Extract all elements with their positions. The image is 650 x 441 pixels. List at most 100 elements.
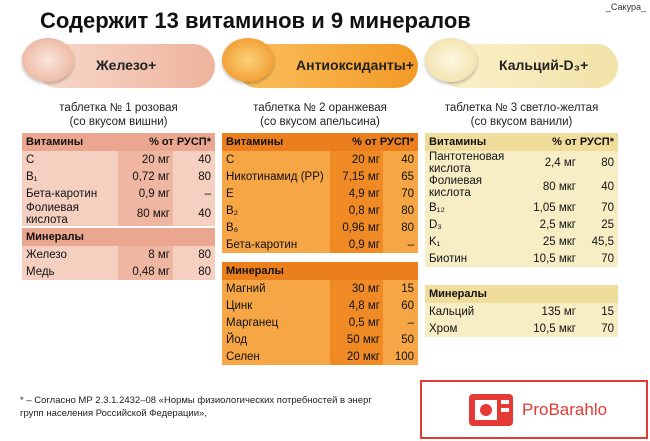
caption-line: (со вкусом апельсина) [260,116,380,128]
row-amount: 0,5 мг [330,314,383,331]
table-row: С 20 мг 40 [22,151,215,168]
row-amount: 2,5 мкг [521,216,579,233]
table-row: Селен 20 мкг 100 [222,348,418,365]
pill-label: Железо+ [96,57,157,73]
row-percent: 15 [601,305,614,318]
row-percent: 80 [198,170,211,183]
row-name: K₁ [429,235,441,248]
badge-icon [469,394,513,426]
row-name: Фолиевая кислота [429,175,483,199]
row-percent: 80 [401,221,414,234]
row-name: Магний [226,282,266,295]
table-row: Марганец 0,5 мг – [222,314,418,331]
row-percent: 70 [601,252,614,265]
row-percent: 70 [401,187,414,200]
header-cell: % от РУСП* [352,136,414,148]
table-row: Бета-каротин 0,9 мг – [222,236,418,253]
row-amount: 8 мг [118,246,173,263]
table-row: Бета-каротин 0,9 мг – [22,185,215,202]
row-percent: 80 [401,204,414,217]
row-name: B₁₂ [429,201,446,214]
table-row: K₁ 25 мкг 45,5 [425,233,618,250]
row-percent: 25 [601,218,614,231]
row-amount: 0,96 мг [330,219,383,236]
table-row: Железо 8 мг 80 [22,246,215,263]
header-cell: Минералы [226,265,284,277]
row-name: Цинк [226,299,253,312]
row-percent: 60 [401,299,414,312]
footnote-line: групп населения Российской Федерации», [20,408,207,419]
row-amount: 135 мг [521,303,579,320]
row-name: B₆ [226,221,239,234]
row-name: Медь [26,265,55,278]
row-percent: 40 [401,153,414,166]
caption-line: таблетка № 2 оранжевая [253,102,387,114]
badge-text: ProBarahlo [522,400,608,419]
row-percent: 80 [601,157,614,169]
row-amount: 25 мкг [521,233,579,250]
table-row: B₁ 0,72 мг 80 [22,168,215,185]
table-row: Кальций 135 мг 15 [425,303,618,320]
row-name: Фолиевая кислота [26,202,80,226]
row-amount: 10,5 мкг [521,250,579,267]
row-name: С [226,153,235,166]
table-row: B₆ 0,96 мг 80 [222,219,418,236]
caption: таблетка № 3 светло-желтая (со вкусом ван… [425,101,618,129]
row-amount: 20 мг [118,151,173,168]
caption-line: таблетка № 3 светло-желтая [444,102,599,114]
header-cell: Витамины [26,136,84,148]
tablet [222,38,274,82]
row-percent: 50 [401,333,414,346]
row-percent: 65 [401,170,414,183]
table: Витамины % от РУСП* Пантотеновая кислота 2,… [425,133,618,267]
footnote: * – Согласно МР 2.3.1.2432–08 «Нормы физ… [20,394,372,420]
row-percent: 45,5 [591,235,614,248]
table: Минералы Кальций 135 мг 15 Хром 10,5 мкг 70 [425,285,618,337]
row-amount: 10,5 мкг [521,320,579,337]
row-name: Железо [26,248,67,261]
row-amount: 0,48 мг [118,263,173,280]
caption: таблетка № 1 розовая (со вкусом вишни) [22,101,215,129]
row-amount: 20 мкг [330,348,383,365]
table-row: Цинк 4,8 мг 60 [222,297,418,314]
row-percent: 70 [601,322,614,335]
row-percent: 100 [394,350,414,363]
table-header: Минералы [22,228,215,246]
row-name: Марганец [226,316,279,329]
badge[interactable]: ProBarahlo [420,380,648,439]
pill-label: Антиоксиданты+ [296,57,414,73]
table-header: Минералы [222,262,418,280]
row-percent: 40 [198,153,211,166]
row-amount: 1,05 мкг [521,199,579,216]
caption-line: таблетка № 1 розовая [59,102,178,114]
row-name: Биотин [429,252,468,265]
table-header: Минералы [425,285,618,303]
row-amount: 30 мг [330,280,383,297]
table-header: Витамины % от РУСП* [22,133,215,151]
row-percent: – [407,238,414,251]
footnote-line: * – Согласно МР 2.3.1.2432–08 «Нормы физ… [20,395,372,406]
table-row: Хром 10,5 мкг 70 [425,320,618,337]
header-cell: Минералы [429,288,487,300]
title: Содержит 13 витаминов и 9 минералов [40,8,471,33]
pill-label: Кальций-D₃+ [499,57,589,73]
row-percent: 70 [601,201,614,214]
row-amount: 7,15 мг [330,168,383,185]
table: Минералы Магний 30 мг 15 Цинк 4,8 мг 60 Маргане… [222,262,418,365]
watermark: _Сакура_ [605,2,646,12]
tablet [22,38,74,82]
row-name: Бета-каротин [226,238,298,251]
row-name: Йод [226,333,248,346]
caption-line: (со вкусом ванили) [470,116,573,128]
table-row: B₂ 0,8 мг 80 [222,202,418,219]
table-row: Йод 50 мкг 50 [222,331,418,348]
tablet [425,38,477,82]
row-percent: 15 [401,282,414,295]
row-name: Пантотеновая кислота [429,151,505,175]
table-row: Пантотеновая кислота 2,4 мг 80 [425,151,618,175]
header-cell: % от РУСП* [552,136,614,148]
table-row: Е 4,9 мг 70 [222,185,418,202]
table: Витамины % от РУСП* С 20 мг 40 Никотинамид (P… [222,133,418,253]
table: Витамины % от РУСП* С 20 мг 40 B₁ 0,72 мг 80 Бет… [22,133,215,226]
row-amount: 0,9 мг [330,236,383,253]
